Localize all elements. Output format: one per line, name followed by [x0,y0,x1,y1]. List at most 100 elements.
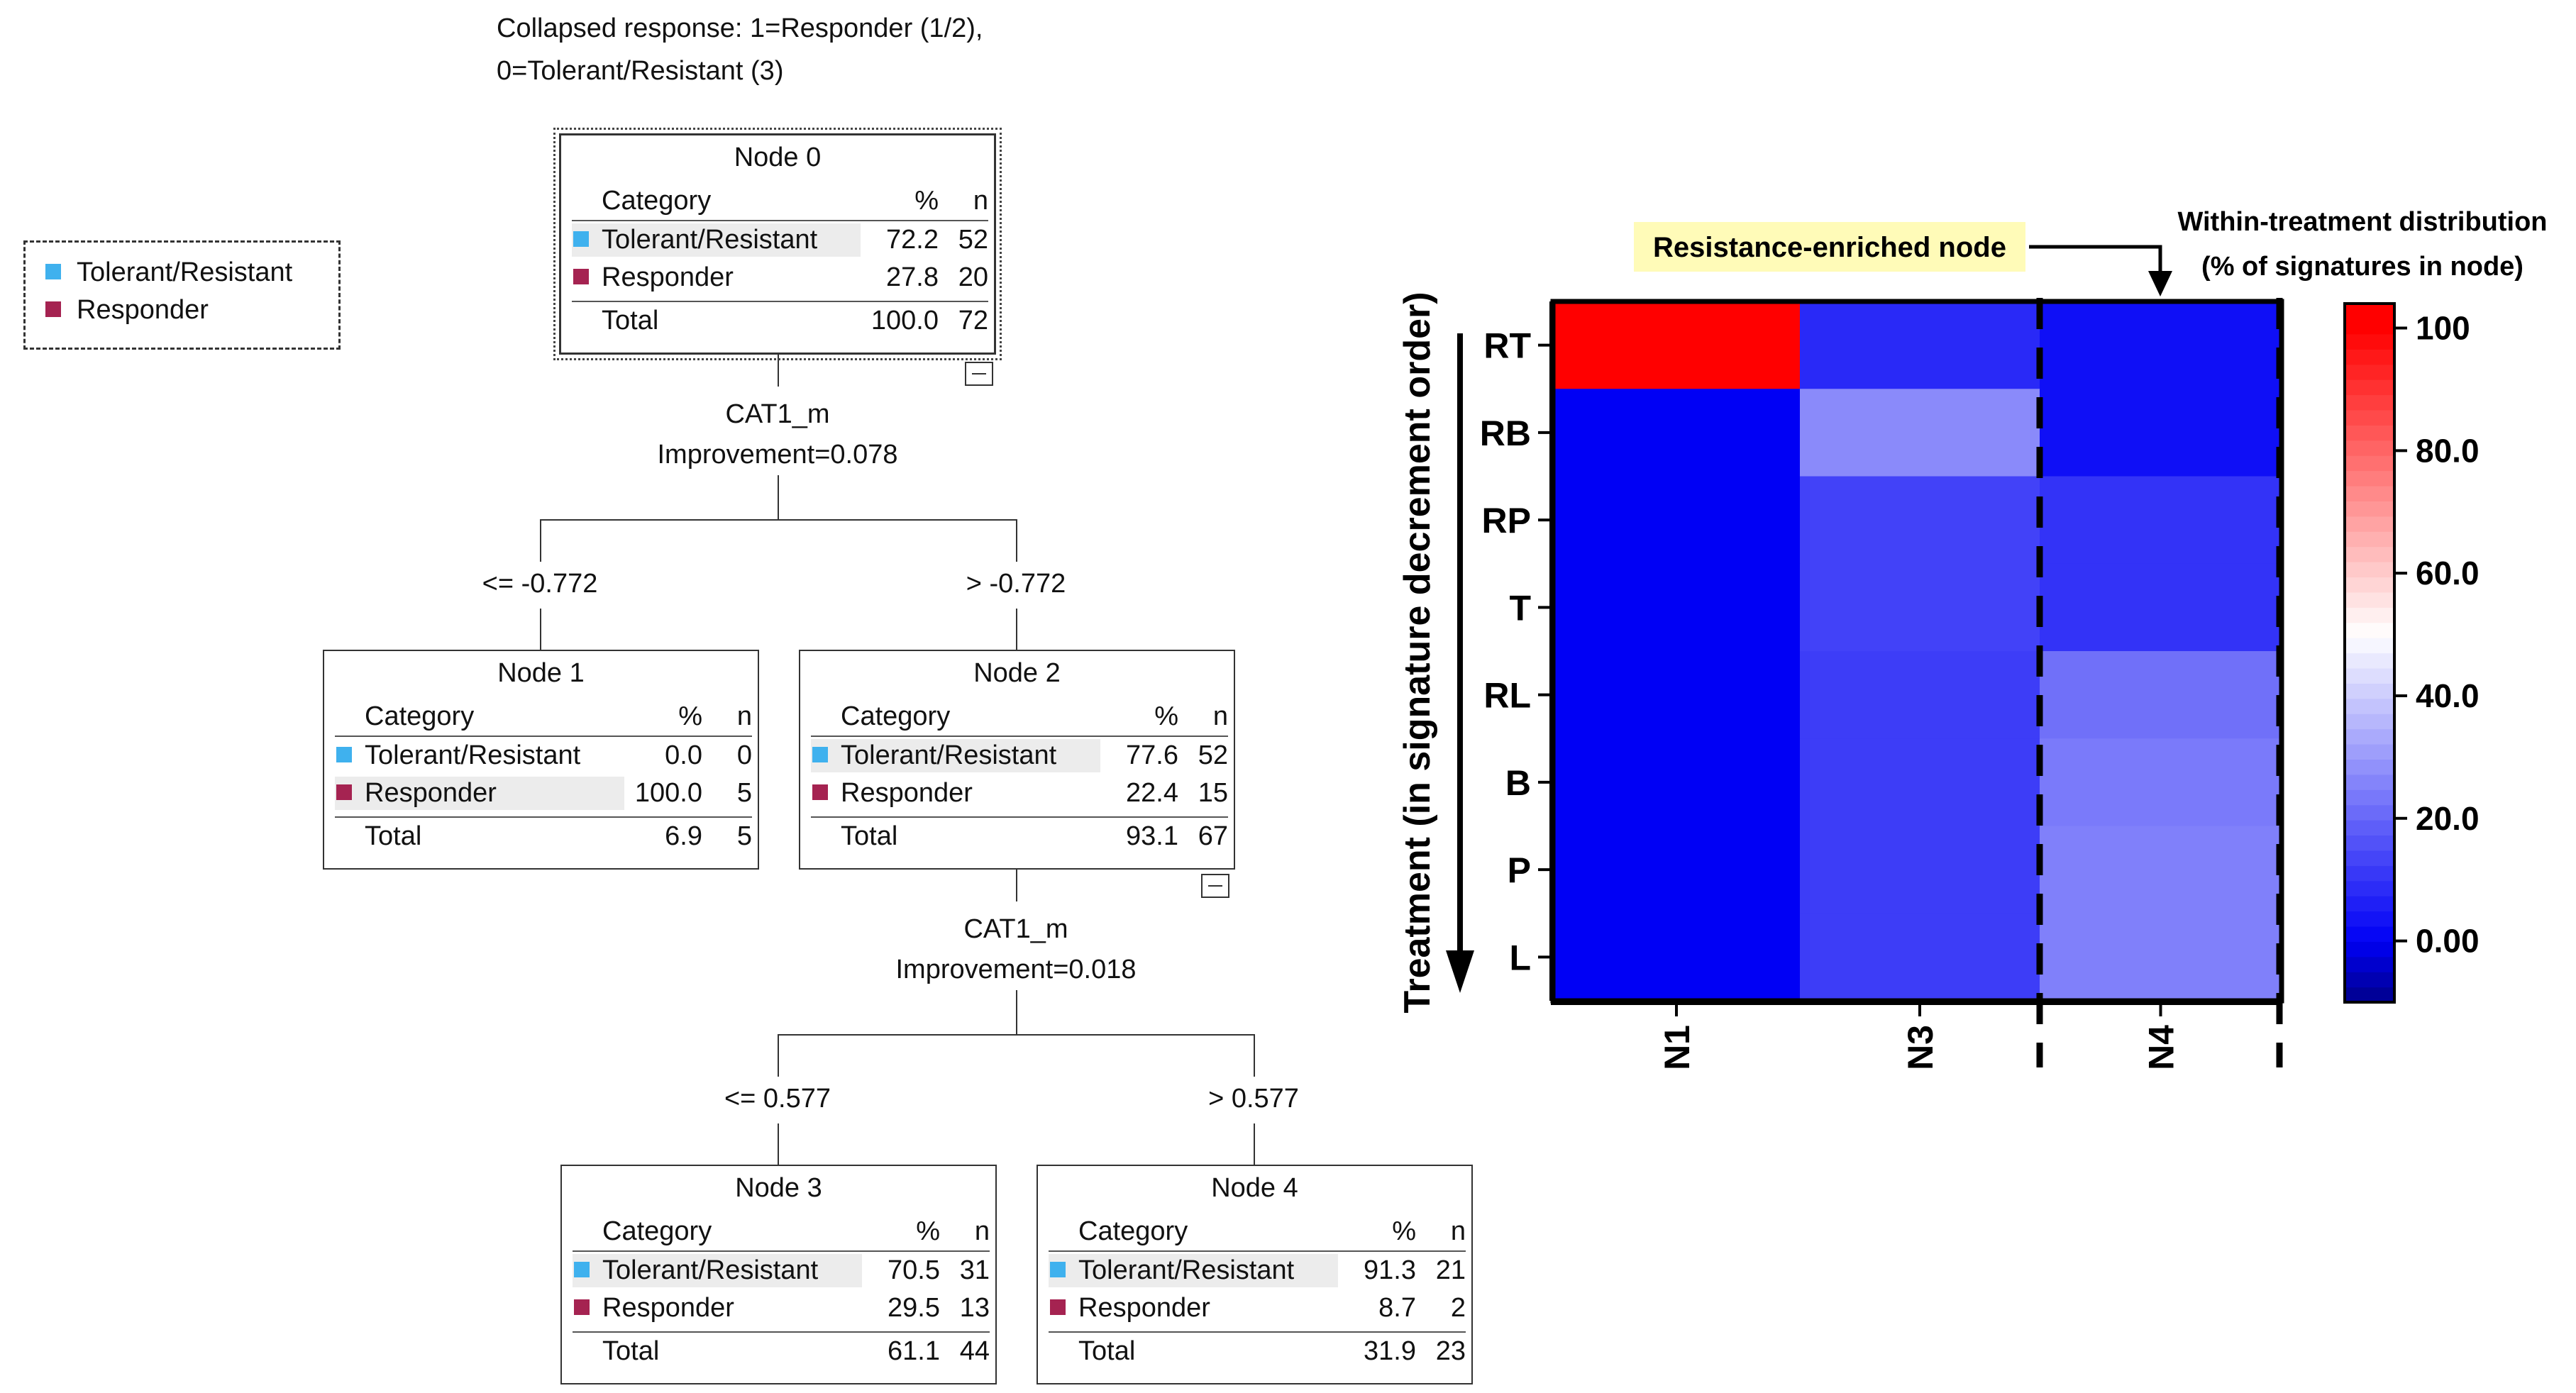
y-tick-label: RP [1482,501,1531,540]
tolerant-swatch [45,264,61,279]
colorbar-step [2345,683,2394,699]
colorbar-step [2345,759,2394,775]
colorbar-step [2345,850,2394,866]
tolerant-swatch [573,231,589,247]
colorbar-step [2345,501,2394,517]
heatmap-cell [1800,476,2040,565]
colorbar-tick-label: 100 [2416,310,2470,347]
node-row-responder: Responder 22.4 15 [811,775,1228,812]
node-row-tolerant: Tolerant/Resistant 72.2 52 [572,221,988,259]
responder-swatch [574,1299,590,1315]
split-improvement: Improvement=0.018 [895,955,1137,984]
colorbar-step [2345,638,2394,654]
split-condition-right: > -0.772 [966,569,1066,599]
split-condition-left: <= -0.772 [482,569,598,599]
y-axis-title: Treatment (in signature decrement order) [1397,292,1438,1013]
heatmap-cell [1800,563,2040,652]
annotation-box [1634,222,2025,272]
colorbar-step [2345,896,2394,912]
colorbar-step [2345,607,2394,623]
connector [540,519,1017,521]
colorbar-step [2345,379,2394,396]
connector [1016,990,1017,1034]
node-row-tolerant: Tolerant/Resistant 0.0 0 [335,737,752,775]
connector [540,609,541,650]
responder-swatch [336,784,352,800]
heatmap-cell [2040,826,2282,914]
colorbar-step [2345,987,2394,1003]
heatmap-cell [1553,913,1801,1001]
collapse-node-0-button[interactable] [965,362,993,386]
tolerant-swatch [1050,1262,1066,1277]
colorbar-step [2345,698,2394,714]
responder-swatch [573,269,589,284]
heatmap-cell [1553,826,1801,914]
tree-node-0: Node 0 Category% n Tolerant/Resistant 72.2… [553,128,1002,360]
heatmap-cell [1800,738,2040,826]
colorbar-step [2345,318,2394,335]
x-tick-label: N4 [2142,1025,2182,1070]
y-tick-label: RL [1483,676,1531,716]
colorbar-step [2345,562,2394,578]
y-tick-label: P [1508,850,1531,890]
tree-node-1: Node 1 Category% n Tolerant/Resistant 0.0 0… [323,650,759,870]
colorbar-step [2345,789,2394,806]
node-title: Node 3 [735,1173,822,1203]
tree-node-2: Node 2 Category% n Tolerant/Resistant 77.6… [799,650,1235,870]
connector [778,1034,779,1077]
colorbar-step [2345,516,2394,532]
colorbar-step [2345,546,2394,562]
colorbar-step [2345,485,2394,501]
y-tick-label: B [1505,763,1531,803]
response-definition-line-1: Collapsed response: 1=Responder (1/2), [497,13,983,43]
node-table: Category% n Tolerant/Resistant 70.5 31 Resp… [573,1213,990,1370]
split-variable: CAT1_m [963,914,1068,944]
colorbar-tick-label: 80.0 [2416,432,2480,469]
response-definition-line-2: 0=Tolerant/Resistant (3) [497,56,784,86]
responder-swatch [45,301,61,317]
heatmap-cell [1800,913,2040,1001]
heatmap-cell [1800,301,2040,389]
tree-node-4: Node 4 Category% n Tolerant/Resistant 91.3… [1037,1165,1473,1384]
node-row-total: Total 93.1 67 [811,816,1228,855]
colorbar-step [2345,956,2394,972]
colorbar-tick-label: 40.0 [2416,677,2480,714]
split-variable: CAT1_m [725,399,830,429]
colorbar-step [2345,577,2394,593]
tree-node-3: Node 3 Category% n Tolerant/Resistant 70.5… [560,1165,997,1384]
colorbar-frame [2343,302,2396,1004]
heatmap-cell [2040,476,2282,565]
y-tick-label: L [1509,938,1531,977]
heatmap-cell [1800,826,2040,914]
annotation-label: Resistance-enriched node [1653,232,2006,263]
node-row-tolerant: Tolerant/Resistant 91.3 21 [1049,1252,1466,1289]
node-row-total: Total 31.9 23 [1049,1331,1466,1370]
legend-item-responder: Responder [45,292,209,328]
node-table: Category% n Tolerant/Resistant 91.3 21 Resp… [1049,1213,1466,1370]
node-row-total: Total 6.9 5 [335,816,752,855]
colorbar-step [2345,728,2394,745]
colorbar-step [2345,941,2394,958]
heatmap-cell [1553,389,1801,477]
node-row-responder: Responder 100.0 5 [335,775,752,812]
legend-item-tolerant: Tolerant/Resistant [45,255,292,290]
connector [1016,519,1017,562]
collapse-node-2-button[interactable] [1201,874,1229,898]
connector [778,355,779,387]
node-row-total: Total 61.1 44 [573,1331,990,1370]
colorbar-step [2345,926,2394,942]
node-table-header: Category% n [1049,1213,1466,1252]
colorbar-step [2345,304,2394,320]
heatmap-cell [1553,651,1801,739]
connector [778,1123,779,1165]
x-tick-label: N3 [1901,1025,1940,1070]
heatmap-cell [1553,738,1801,826]
x-tick-label: N1 [1657,1025,1697,1070]
colorbar-step [2345,865,2394,882]
connector [1016,870,1017,901]
colorbar-step [2345,470,2394,487]
colorbar-tick-label: 0.00 [2416,923,2480,960]
split-improvement: Improvement=0.078 [657,440,898,470]
colorbar-title-line-1: Within-treatment distribution [2177,207,2547,237]
